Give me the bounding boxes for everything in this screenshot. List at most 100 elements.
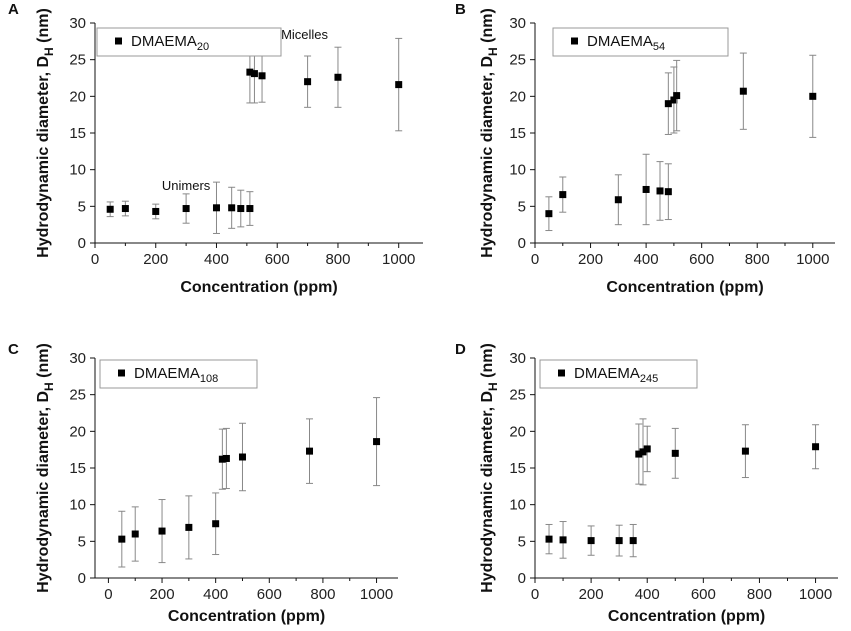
y-tick-label: 10 bbox=[509, 497, 526, 514]
data-point bbox=[158, 527, 166, 535]
data-point bbox=[615, 537, 623, 545]
y-tick-label: 0 bbox=[78, 235, 86, 252]
x-tick-label: 800 bbox=[325, 251, 350, 268]
legend-label: DMAEMA54 bbox=[587, 33, 665, 53]
data-point bbox=[642, 185, 650, 193]
legend-label: DMAEMA20 bbox=[131, 33, 209, 53]
panel-b: B 0 200 400 600 800 1000 0 5 10 15 20 25 30 Concentrat… bbox=[455, 1, 835, 296]
data-point bbox=[106, 205, 114, 213]
legend-marker bbox=[115, 37, 122, 45]
data-point bbox=[809, 92, 817, 100]
x-tick-label: 600 bbox=[691, 586, 716, 603]
y-tick-label: 25 bbox=[509, 387, 526, 404]
y-tick-label: 5 bbox=[518, 533, 526, 550]
data-point bbox=[673, 92, 681, 100]
y-axis-title: Hydrodynamic diameter, DH (nm) bbox=[35, 343, 56, 593]
data-point bbox=[228, 204, 236, 212]
panel-letter: B bbox=[455, 1, 466, 18]
data-point bbox=[152, 207, 160, 215]
x-axis-title: Concentration (ppm) bbox=[608, 608, 765, 625]
x-tick-label: 1000 bbox=[360, 586, 393, 603]
data-point bbox=[664, 100, 672, 108]
y-tick-label: 15 bbox=[69, 460, 86, 477]
x-tick-label: 0 bbox=[104, 586, 112, 603]
data-point bbox=[559, 536, 567, 544]
data-point bbox=[334, 73, 342, 81]
legend-box bbox=[99, 359, 258, 389]
data-point bbox=[182, 205, 190, 213]
data-point bbox=[671, 449, 679, 457]
annotation-label: Unimers bbox=[162, 178, 211, 193]
data-point bbox=[212, 520, 220, 528]
x-axis-title: Concentration (ppm) bbox=[180, 279, 337, 296]
data-point bbox=[739, 87, 747, 95]
y-tick-label: 25 bbox=[69, 387, 86, 404]
data-point bbox=[656, 187, 664, 195]
x-tick-label: 400 bbox=[204, 251, 229, 268]
x-tick-label: 200 bbox=[143, 251, 168, 268]
legend-box bbox=[552, 27, 729, 57]
y-tick-label: 15 bbox=[69, 125, 86, 142]
data-point bbox=[250, 70, 258, 78]
x-tick-label: 1000 bbox=[382, 251, 415, 268]
legend-marker bbox=[558, 369, 565, 377]
x-tick-label: 400 bbox=[635, 586, 660, 603]
data-point bbox=[185, 523, 193, 531]
data-point bbox=[812, 443, 820, 451]
y-tick-label: 30 bbox=[509, 15, 526, 32]
y-tick-label: 30 bbox=[69, 15, 86, 32]
data-point bbox=[664, 188, 672, 196]
data-point bbox=[395, 81, 403, 89]
y-tick-label: 10 bbox=[69, 162, 86, 179]
x-tick-label: 1000 bbox=[796, 251, 829, 268]
legend-box bbox=[539, 359, 698, 389]
y-tick-label: 20 bbox=[509, 423, 526, 440]
data-point bbox=[670, 96, 678, 104]
y-tick-label: 15 bbox=[509, 125, 526, 142]
x-tick-label: 0 bbox=[91, 251, 99, 268]
y-tick-label: 25 bbox=[69, 52, 86, 69]
data-point bbox=[639, 448, 647, 456]
y-tick-label: 10 bbox=[69, 497, 86, 514]
panel-letter: C bbox=[8, 341, 19, 358]
panel-letter: D bbox=[455, 341, 466, 358]
y-tick-label: 20 bbox=[509, 88, 526, 105]
data-point bbox=[741, 447, 749, 455]
data-point bbox=[118, 535, 126, 543]
y-tick-label: 25 bbox=[509, 52, 526, 69]
x-tick-label: 200 bbox=[578, 251, 603, 268]
y-axis-title: Hydrodynamic diameter, DH (nm) bbox=[479, 343, 500, 593]
x-tick-label: 200 bbox=[150, 586, 175, 603]
y-tick-label: 5 bbox=[518, 198, 526, 215]
x-tick-label: 800 bbox=[745, 251, 770, 268]
x-tick-label: 0 bbox=[531, 586, 539, 603]
data-point bbox=[635, 450, 643, 458]
y-tick-label: 15 bbox=[509, 460, 526, 477]
y-tick-label: 20 bbox=[69, 88, 86, 105]
legend-label: DMAEMA108 bbox=[134, 365, 218, 385]
x-tick-label: 1000 bbox=[799, 586, 832, 603]
data-point bbox=[304, 78, 312, 86]
x-tick-label: 0 bbox=[531, 251, 539, 268]
x-tick-label: 600 bbox=[689, 251, 714, 268]
annotation-label: Micelles bbox=[281, 27, 328, 42]
data-point bbox=[131, 530, 139, 538]
data-point bbox=[246, 205, 254, 213]
data-point bbox=[238, 453, 246, 461]
data-point bbox=[545, 210, 553, 218]
legend-label: DMAEMA245 bbox=[574, 365, 658, 385]
data-point bbox=[218, 455, 226, 463]
x-tick-label: 800 bbox=[747, 586, 772, 603]
data-point bbox=[559, 191, 567, 199]
y-tick-label: 30 bbox=[69, 350, 86, 367]
panel-d: D 0 200 400 600 800 1000 0 5 10 15 20 25 30 Concentrat… bbox=[455, 341, 838, 625]
legend-box bbox=[96, 27, 282, 57]
data-point bbox=[212, 204, 220, 212]
data-point bbox=[222, 454, 230, 462]
x-axis-title: Concentration (ppm) bbox=[168, 608, 325, 625]
data-point bbox=[246, 68, 254, 76]
y-tick-label: 0 bbox=[78, 570, 86, 587]
x-tick-label: 600 bbox=[257, 586, 282, 603]
y-axis-title: Hydrodynamic diameter, DH (nm) bbox=[479, 8, 500, 258]
